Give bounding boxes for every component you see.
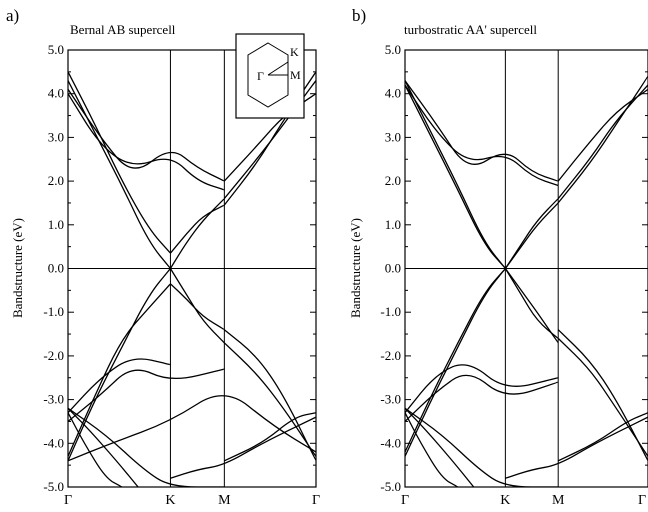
band-line — [68, 93, 225, 191]
band-line — [169, 268, 225, 344]
band-line — [405, 407, 559, 487]
band-line — [224, 412, 316, 462]
y-tick-label: 0.0 — [48, 261, 64, 276]
band-line — [223, 329, 316, 462]
band-line — [405, 84, 559, 187]
band-line — [405, 268, 506, 453]
gamma-k-line — [267, 61, 289, 76]
y-tick-label: 4.0 — [48, 86, 64, 101]
brillouin-zone-inset: K Γ M — [235, 33, 305, 119]
y-tick-label: 1.0 — [48, 217, 64, 232]
band-line — [405, 407, 475, 487]
band-line — [405, 80, 559, 182]
band-line — [68, 368, 225, 422]
y-tick-label: 1.0 — [385, 217, 401, 232]
y-tick-label: -2.0 — [43, 348, 64, 363]
panel-b-label: b) — [352, 6, 366, 25]
band-line — [557, 84, 648, 200]
y-tick-label: -3.0 — [380, 392, 401, 407]
panel-a-frame — [67, 49, 317, 488]
x-tick-label: M — [218, 493, 231, 507]
y-tick-label: 2.0 — [385, 173, 401, 188]
band-line — [504, 202, 559, 269]
band-line — [557, 329, 648, 462]
y-tick-label: 5.0 — [48, 42, 64, 57]
panel-b: b) turbostratic AA' supercell Bandstruct… — [348, 6, 648, 508]
band-line — [68, 412, 123, 487]
inset-label-m: M — [290, 68, 301, 82]
band-line — [405, 412, 459, 487]
x-tick-label: Γ — [638, 493, 646, 507]
x-tick-label: Γ — [312, 493, 320, 507]
y-tick-label: -4.0 — [43, 435, 64, 450]
band-line — [223, 93, 316, 182]
band-line — [169, 283, 225, 331]
band-line — [68, 358, 172, 414]
band-line — [504, 268, 559, 344]
x-tick-label: K — [500, 493, 510, 507]
panel-a-title: Bernal AB supercell — [70, 22, 176, 37]
band-line — [223, 342, 316, 458]
band-line — [169, 204, 225, 254]
panel-b-title: turbostratic AA' supercell — [404, 22, 537, 37]
band-line — [405, 364, 559, 414]
band-line — [68, 71, 172, 254]
band-line — [504, 197, 559, 269]
x-tick-label: Γ — [64, 493, 72, 507]
y-tick-label: -5.0 — [43, 479, 64, 494]
y-tick-label: 3.0 — [385, 129, 401, 144]
y-tick-label: 5.0 — [385, 42, 401, 57]
y-tick-label: -4.0 — [380, 435, 401, 450]
y-tick-label: 0.0 — [385, 261, 401, 276]
x-tick-label: K — [165, 493, 175, 507]
band-line — [557, 337, 648, 458]
band-line — [68, 80, 172, 270]
inset-label-gamma: Γ — [257, 69, 264, 83]
panel-b-ylabel: Bandstructure (eV) — [348, 218, 363, 318]
panel-a-ylabel: Bandstructure (eV) — [10, 218, 25, 318]
band-line — [505, 416, 648, 479]
band-line — [557, 412, 648, 462]
band-line — [557, 75, 648, 204]
band-line — [170, 416, 316, 479]
band-line — [68, 88, 225, 182]
panel-a: a) Bernal AB supercell Bandstructure (eV… — [6, 6, 320, 508]
x-tick-label: Γ — [401, 493, 409, 507]
band-line — [68, 407, 225, 487]
band-line — [405, 268, 506, 457]
y-tick-label: 3.0 — [48, 129, 64, 144]
y-tick-label: -3.0 — [43, 392, 64, 407]
band-line — [169, 197, 225, 269]
y-tick-label: -2.0 — [380, 348, 401, 363]
band-line — [405, 374, 559, 422]
band-line — [557, 88, 648, 182]
panel-b-frame — [404, 49, 648, 488]
band-line — [68, 395, 316, 462]
panel-a-label: a) — [6, 6, 19, 25]
inset-frame — [235, 33, 305, 119]
band-line — [68, 283, 172, 457]
hexagon-icon — [247, 42, 289, 108]
y-tick-label: -1.0 — [380, 304, 401, 319]
y-tick-label: 4.0 — [385, 86, 401, 101]
y-tick-label: 2.0 — [48, 173, 64, 188]
x-tick-label: M — [552, 493, 565, 507]
band-line — [405, 84, 506, 269]
band-line — [68, 407, 139, 487]
band-line — [223, 79, 316, 200]
inset-label-k: K — [290, 45, 299, 59]
y-tick-label: -5.0 — [380, 479, 401, 494]
y-tick-label: -1.0 — [43, 304, 64, 319]
